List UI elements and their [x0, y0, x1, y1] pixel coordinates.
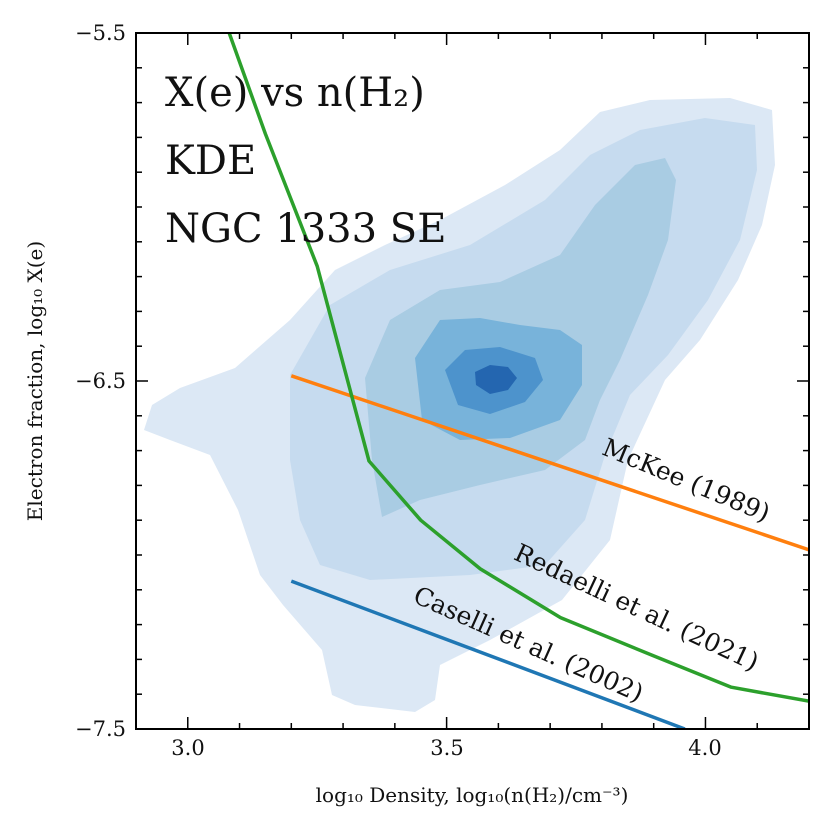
y-tick-label: −6.5 — [75, 369, 126, 393]
plot-title-line-1: X(e) vs n(H₂) — [165, 70, 425, 116]
series-line-2 — [290, 579, 686, 729]
series-line-1 — [227, 33, 809, 703]
x-tick-label: 3.5 — [430, 736, 463, 760]
x-axis-label: log₁₀ Density, log₁₀(n(H₂)/cm⁻³) — [316, 783, 629, 807]
series-group — [227, 33, 809, 729]
y-axis-label: Electron fraction, log₁₀ X(e) — [23, 241, 47, 521]
series-line-0 — [290, 374, 809, 552]
kde-level-6 — [475, 365, 517, 394]
plot-title-line-3: NGC 1333 SE — [165, 206, 446, 252]
y-tick-label: −5.5 — [75, 21, 126, 45]
ticks-group — [135, 32, 810, 730]
plot-title-line-2: KDE — [165, 138, 256, 184]
kde-contours — [144, 98, 775, 712]
mckee-line-label: McKee (1989) — [598, 433, 774, 528]
x-tick-label: 3.0 — [171, 736, 204, 760]
x-tick-label: 4.0 — [688, 736, 721, 760]
y-tick-label: −7.5 — [75, 717, 126, 741]
